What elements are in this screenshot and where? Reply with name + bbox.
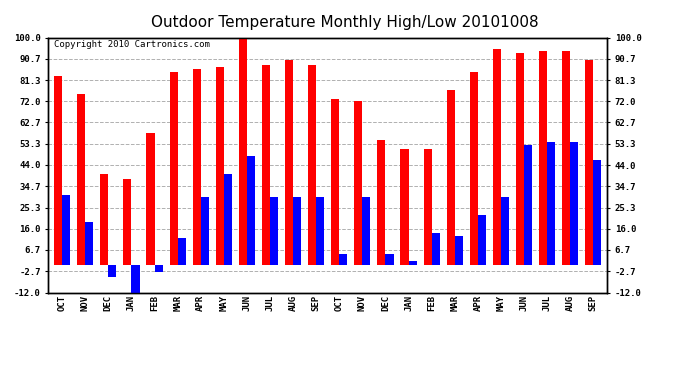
Bar bbox=[455, 236, 463, 265]
Bar bbox=[339, 254, 347, 265]
Bar bbox=[77, 94, 86, 265]
Bar bbox=[131, 265, 139, 292]
Bar bbox=[547, 142, 555, 265]
Bar bbox=[155, 265, 163, 272]
Bar bbox=[446, 90, 455, 265]
Bar bbox=[424, 149, 432, 265]
Bar bbox=[247, 156, 255, 265]
Bar bbox=[62, 195, 70, 265]
Bar bbox=[432, 233, 440, 265]
Bar bbox=[562, 51, 570, 265]
Bar bbox=[285, 60, 293, 265]
Bar bbox=[478, 215, 486, 265]
Bar bbox=[331, 99, 339, 265]
Bar bbox=[216, 67, 224, 265]
Bar bbox=[470, 72, 478, 265]
Bar bbox=[585, 60, 593, 265]
Bar bbox=[354, 101, 362, 265]
Bar bbox=[170, 72, 177, 265]
Bar bbox=[54, 76, 62, 265]
Bar bbox=[100, 174, 108, 265]
Bar bbox=[386, 254, 393, 265]
Bar bbox=[146, 133, 155, 265]
Bar bbox=[593, 160, 602, 265]
Bar bbox=[177, 238, 186, 265]
Bar bbox=[239, 38, 247, 265]
Bar bbox=[224, 174, 232, 265]
Bar bbox=[408, 261, 417, 265]
Bar bbox=[501, 197, 509, 265]
Bar bbox=[570, 142, 578, 265]
Bar bbox=[377, 140, 386, 265]
Bar bbox=[124, 178, 131, 265]
Bar bbox=[516, 54, 524, 265]
Text: Outdoor Temperature Monthly High/Low 20101008: Outdoor Temperature Monthly High/Low 201… bbox=[151, 15, 539, 30]
Bar bbox=[86, 222, 93, 265]
Bar bbox=[201, 197, 209, 265]
Bar bbox=[293, 197, 302, 265]
Bar bbox=[493, 49, 501, 265]
Bar bbox=[193, 69, 201, 265]
Bar bbox=[270, 197, 278, 265]
Bar bbox=[524, 144, 532, 265]
Bar bbox=[262, 65, 270, 265]
Text: Copyright 2010 Cartronics.com: Copyright 2010 Cartronics.com bbox=[54, 40, 210, 49]
Bar bbox=[362, 197, 371, 265]
Bar bbox=[539, 51, 547, 265]
Bar bbox=[316, 197, 324, 265]
Bar bbox=[308, 65, 316, 265]
Bar bbox=[400, 149, 408, 265]
Bar bbox=[108, 265, 117, 277]
